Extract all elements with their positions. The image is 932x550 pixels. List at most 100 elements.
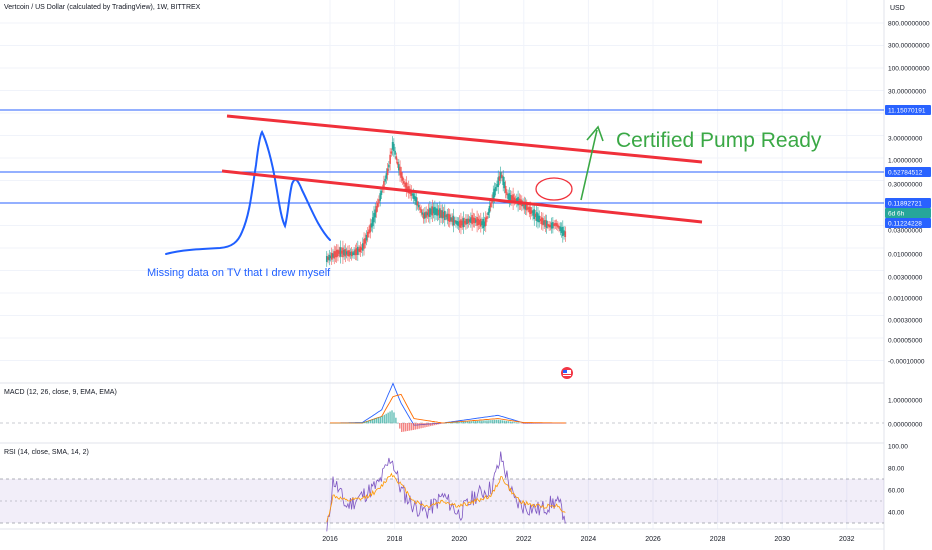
price-candle <box>562 226 564 237</box>
price-candle <box>524 203 527 210</box>
price-axis-tag-label: 0.11224228 <box>888 221 922 228</box>
price-candle <box>389 154 391 164</box>
price-candle <box>373 212 375 223</box>
rsi-title[interactable]: RSI (14, close, SMA, 14, 2) <box>4 449 89 456</box>
price-candle <box>366 231 369 238</box>
price-candle <box>447 213 450 222</box>
price-candle <box>461 220 463 226</box>
rsi-axis-tick-label: 100.00 <box>888 444 908 451</box>
price-candle <box>482 219 485 229</box>
price-candle <box>339 247 342 257</box>
us-flag-event-icon[interactable] <box>561 367 573 379</box>
rsi-axis[interactable]: 100.00 80.00 60.00 40.00 <box>888 444 908 517</box>
price-candle <box>554 223 557 226</box>
price-axis-tick-label: 3.00000000 <box>888 136 923 143</box>
channel-upper-line[interactable] <box>226 114 703 164</box>
channel-lower-line[interactable] <box>221 169 703 224</box>
macd-histogram-bar <box>383 414 385 424</box>
macd-histogram-bar <box>480 420 482 424</box>
price-candle <box>383 181 385 188</box>
price-candle <box>468 219 471 222</box>
price-axis-tick-label: 800.00000000 <box>888 21 930 28</box>
macd-series[interactable] <box>329 382 566 432</box>
price-candle <box>380 190 383 195</box>
price-axis-tag <box>885 198 931 208</box>
macd-histogram-bar <box>455 422 457 424</box>
price-candle <box>344 249 347 257</box>
price-candle <box>338 250 340 254</box>
price-axis-tick-label: 0.30000000 <box>888 182 923 189</box>
price-candle <box>405 182 408 191</box>
price-candle <box>426 212 429 216</box>
macd-histogram-bar <box>540 423 542 424</box>
macd-histogram-bar <box>402 423 405 432</box>
pump-arrow-shaft[interactable] <box>580 129 598 201</box>
price-candle <box>439 208 441 219</box>
price-candle <box>354 249 357 256</box>
price-candle <box>501 174 503 178</box>
time-axis[interactable]: 2016 2018 2020 2022 2024 2026 2028 2030 2032 <box>322 536 854 543</box>
macd-axis[interactable]: 1.00000000 0.00000000 <box>888 398 923 429</box>
price-candle <box>466 218 468 225</box>
price-candle <box>467 218 470 224</box>
price-axis-tick-label: -0.00010000 <box>888 359 925 366</box>
highlight-ellipse[interactable] <box>535 177 573 201</box>
macd-histogram-bar <box>433 423 436 426</box>
price-candle <box>512 194 514 204</box>
price-candle <box>458 220 461 228</box>
macd-histogram-bar <box>532 423 535 424</box>
price-axis-tick-label: 0.00030000 <box>888 318 923 325</box>
macd-histogram-bar <box>375 418 378 424</box>
price-candle <box>487 211 490 215</box>
macd-histogram-bar <box>381 416 384 424</box>
price-candle <box>450 217 452 221</box>
pump-arrow-head[interactable] <box>586 125 604 142</box>
missing-data-annotation-text[interactable]: Missing data on TV that I drew myself <box>147 267 331 279</box>
macd-histogram-bar <box>362 422 364 424</box>
macd-title[interactable]: MACD (12, 26, close, 9, EMA, EMA) <box>4 389 117 396</box>
price-candle <box>401 176 404 181</box>
macd-line-0 <box>330 382 566 426</box>
pump-annotation-text[interactable]: Certified Pump Ready <box>616 129 822 152</box>
price-candle <box>365 234 368 241</box>
price-candle <box>535 212 538 221</box>
macd-histogram-bar <box>366 421 368 424</box>
price-axis-tag <box>885 167 931 177</box>
price-candle <box>370 223 373 228</box>
price-candle <box>400 171 403 178</box>
price-candle <box>340 250 343 254</box>
price-candle <box>396 161 399 165</box>
price-candle <box>385 173 388 179</box>
price-candle <box>399 166 401 176</box>
macd-histogram-bar <box>410 423 413 431</box>
price-candle <box>456 220 459 225</box>
macd-histogram-bar <box>526 423 529 424</box>
hand-drawn-missing-data[interactable] <box>165 130 331 255</box>
price-candle <box>525 204 528 211</box>
price-candle <box>342 247 344 258</box>
macd-histogram-bar <box>468 421 471 424</box>
price-candle <box>453 220 456 223</box>
price-candle <box>473 217 476 224</box>
price-candle <box>404 182 406 187</box>
price-candle <box>412 193 415 199</box>
price-candle <box>349 251 352 256</box>
rsi-series[interactable] <box>326 451 566 532</box>
price-axis[interactable]: 800.00000000 300.00000000 100.00000000 30.0… <box>888 21 930 366</box>
macd-histogram-bar <box>505 420 508 424</box>
price-axis-tick-label: 0.00100000 <box>888 296 923 303</box>
macd-histogram-bar <box>420 423 422 429</box>
price-candle <box>420 209 422 213</box>
price-series[interactable] <box>325 136 567 267</box>
price-candle <box>540 217 543 225</box>
price-candle <box>470 217 472 223</box>
price-axis-tag-label: 0.11892721 <box>888 201 922 208</box>
macd-histogram-bar <box>408 423 411 431</box>
price-candle <box>555 223 558 227</box>
macd-histogram-bar <box>513 422 515 424</box>
macd-histogram-bar <box>416 423 418 430</box>
macd-histogram-bar <box>453 422 455 424</box>
price-candle <box>406 186 409 190</box>
price-candle <box>345 251 348 255</box>
